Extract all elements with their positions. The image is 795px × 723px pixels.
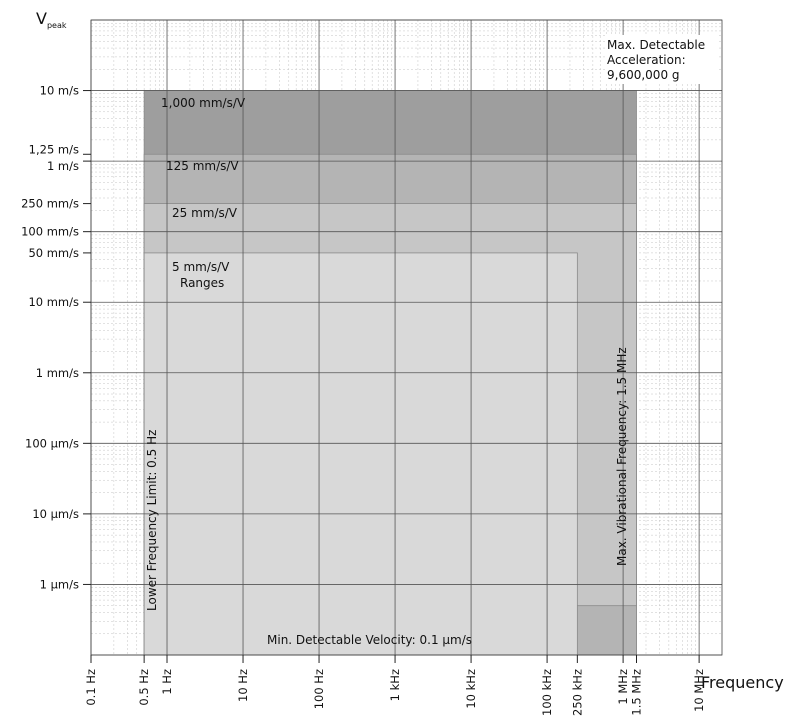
y-tick-label: 10 mm/s bbox=[28, 295, 79, 309]
min-detectable-velocity-label: Min. Detectable Velocity: 0.1 µm/s bbox=[267, 633, 472, 647]
x-tick-label: 250 kHz bbox=[570, 669, 584, 716]
y-tick-label: 1 mm/s bbox=[36, 366, 79, 380]
x-tick-label: 10 kHz bbox=[464, 669, 478, 709]
y-tick-label: 100 mm/s bbox=[21, 225, 79, 239]
x-tick-label: 10 MHz bbox=[692, 669, 706, 712]
max-acceleration-annotation: Max. Detectable Acceleration: 9,600,000 … bbox=[605, 35, 717, 84]
ranges-label: Ranges bbox=[180, 276, 224, 290]
lower-frequency-limit-label: Lower Frequency Limit: 0.5 Hz bbox=[145, 430, 159, 611]
y-axis-ticks: 10 m/s 1,25 m/s 1 m/s 250 mm/s 100 mm/s 50 mm… bbox=[21, 84, 91, 591]
x-tick-label: 0.5 Hz bbox=[137, 669, 151, 706]
plot-frame bbox=[90, 19, 723, 656]
x-tick-label: 1 Hz bbox=[160, 669, 174, 695]
x-tick-label: 1 MHz bbox=[616, 669, 630, 705]
x-axis-ticks: 0.1 Hz 0.5 Hz 1 Hz 10 Hz 100 Hz 1 kHz 10 kHz 10… bbox=[84, 655, 706, 716]
max-vibrational-frequency-label: Max. Vibrational Frequency: 1.5 MHz bbox=[615, 347, 629, 566]
y-axis-label: Vpeak bbox=[36, 9, 67, 30]
series-label-125: 125 mm/s/V bbox=[166, 159, 239, 173]
svg-text:9,600,000 g: 9,600,000 g bbox=[607, 68, 680, 82]
y-tick-label: 10 m/s bbox=[40, 84, 79, 98]
y-tick-label: 250 mm/s bbox=[21, 197, 79, 211]
y-tick-label: 1,25 m/s bbox=[29, 142, 79, 156]
y-tick-label: 1 m/s bbox=[47, 159, 79, 173]
x-tick-label: 1.5 MHz bbox=[629, 669, 643, 716]
y-tick-label: 10 µm/s bbox=[32, 507, 79, 521]
x-tick-label: 100 kHz bbox=[540, 669, 554, 716]
x-tick-label: 0.1 Hz bbox=[84, 669, 98, 706]
x-tick-label: 100 Hz bbox=[312, 669, 326, 709]
x-tick-label: 1 kHz bbox=[388, 669, 402, 701]
svg-text:Acceleration:: Acceleration: bbox=[607, 53, 686, 67]
y-tick-label: 100 µm/s bbox=[25, 436, 79, 450]
series-label-5: 5 mm/s/V bbox=[172, 260, 230, 274]
y-tick-label: 1 µm/s bbox=[40, 577, 79, 591]
series-label-1000: 1,000 mm/s/V bbox=[161, 96, 246, 110]
series-label-25: 25 mm/s/V bbox=[172, 206, 238, 220]
x-tick-label: 10 Hz bbox=[236, 669, 250, 702]
x-axis-label: Frequency bbox=[701, 673, 784, 692]
svg-text:Max. Detectable: Max. Detectable bbox=[607, 38, 705, 52]
y-tick-label: 50 mm/s bbox=[28, 246, 79, 260]
range-region bbox=[143, 252, 578, 656]
